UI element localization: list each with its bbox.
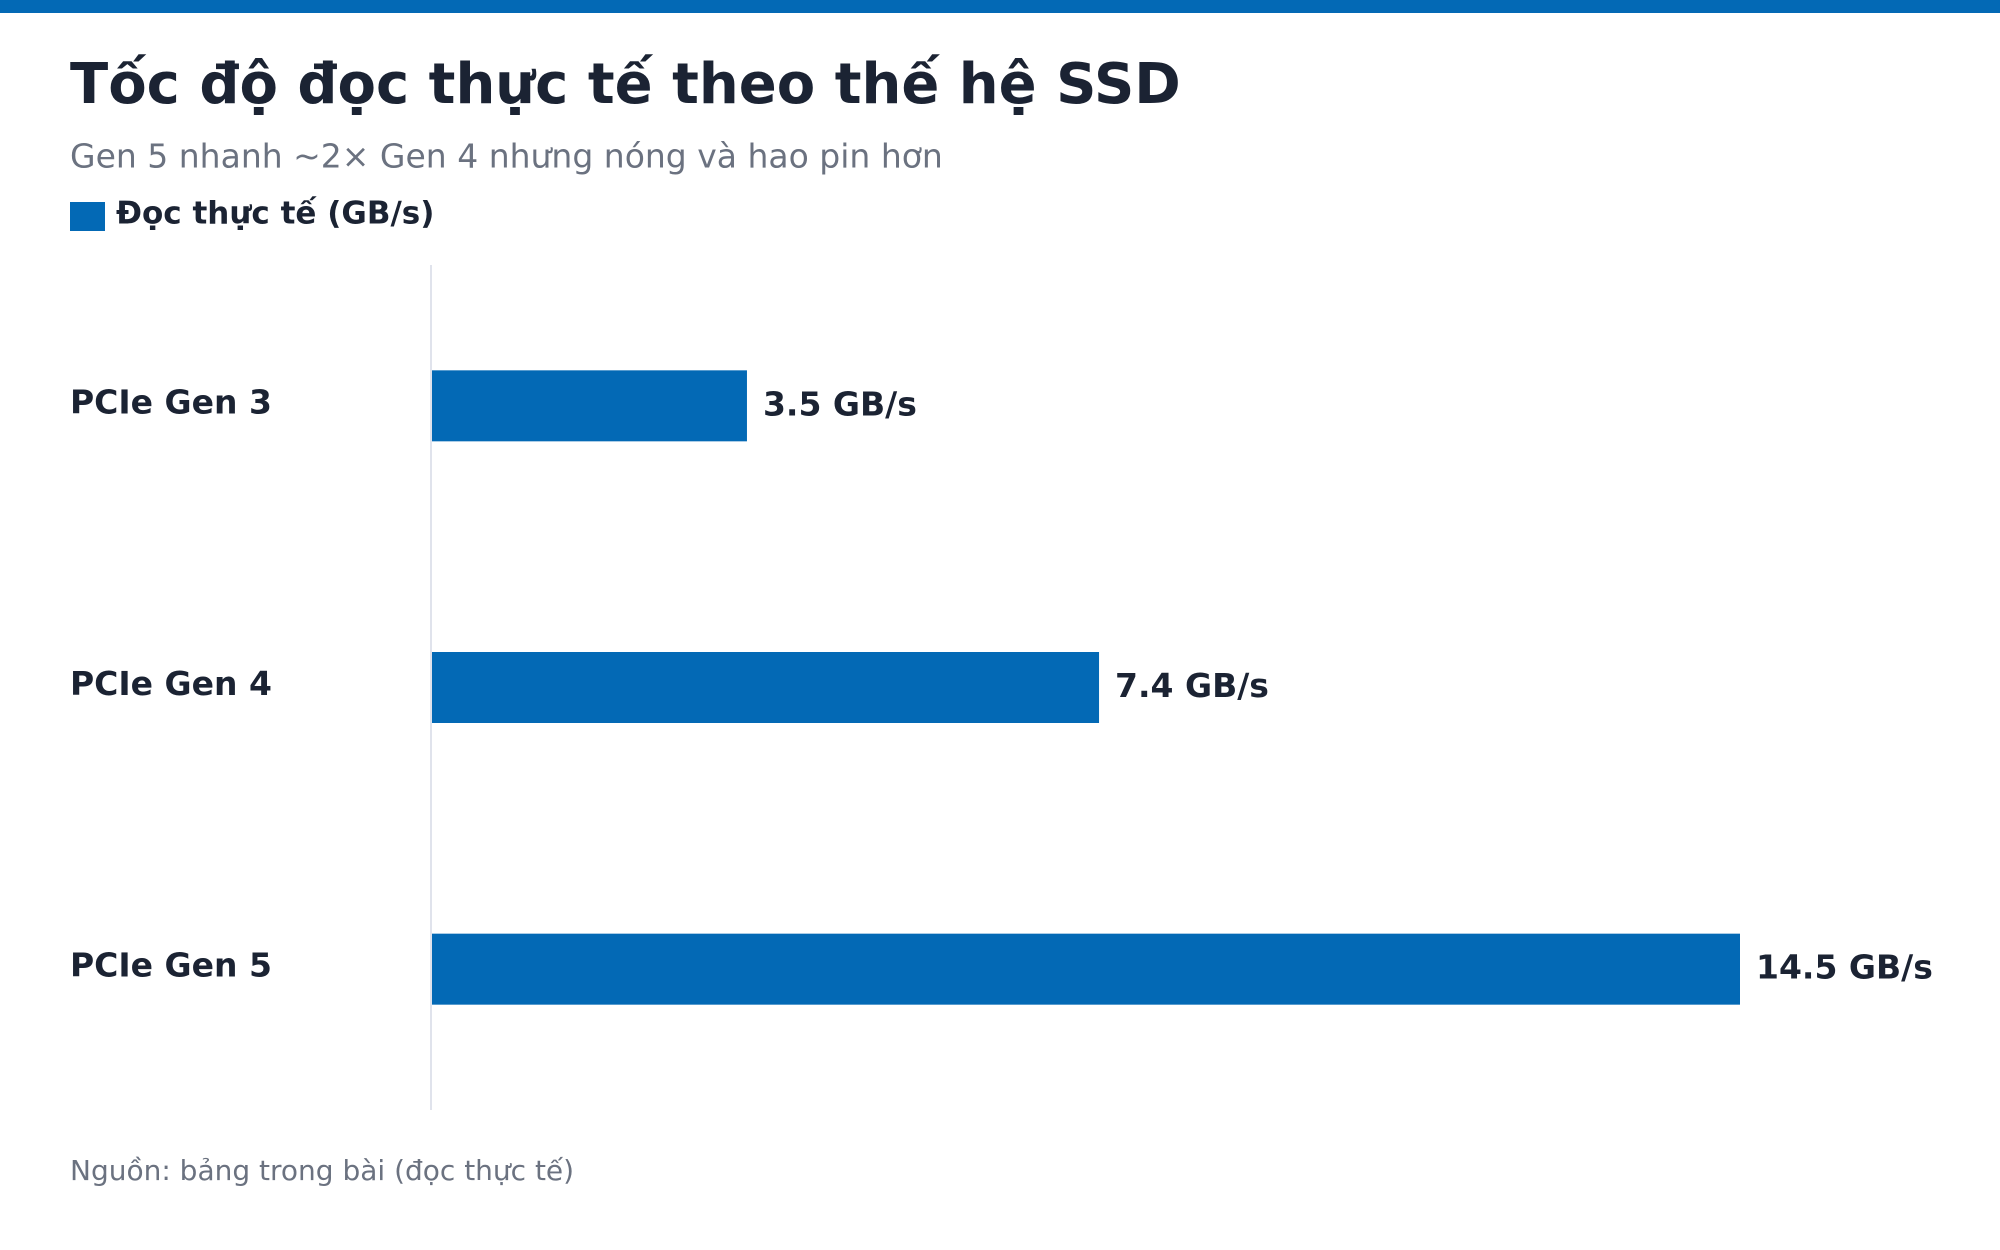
value-label: 14.5 GB/s bbox=[1756, 948, 1933, 987]
top-band bbox=[0, 0, 2000, 13]
source-note: Nguồn: bảng trong bài (đọc thực tế) bbox=[70, 1154, 574, 1187]
bar bbox=[432, 370, 747, 442]
y-tick-label: PCIe Gen 3 bbox=[70, 382, 272, 421]
bar bbox=[432, 652, 1100, 723]
y-tick-label: PCIe Gen 4 bbox=[70, 664, 272, 703]
chart-title: Tốc độ đọc thực tế theo thế hệ SSD bbox=[70, 52, 1181, 117]
legend-swatch bbox=[70, 202, 105, 231]
value-label: 7.4 GB/s bbox=[1115, 666, 1269, 705]
value-label: 3.5 GB/s bbox=[763, 384, 917, 423]
bar bbox=[432, 933, 1740, 1005]
chart-subtitle: Gen 5 nhanh ~2× Gen 4 nhưng nóng và hao … bbox=[70, 137, 943, 176]
legend-label: Đọc thực tế (GB/s) bbox=[116, 196, 434, 232]
y-tick-label: PCIe Gen 5 bbox=[70, 946, 272, 985]
